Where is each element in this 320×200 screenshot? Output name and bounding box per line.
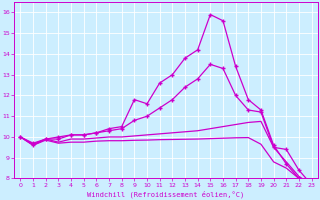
X-axis label: Windchill (Refroidissement éolien,°C): Windchill (Refroidissement éolien,°C) xyxy=(87,190,245,198)
